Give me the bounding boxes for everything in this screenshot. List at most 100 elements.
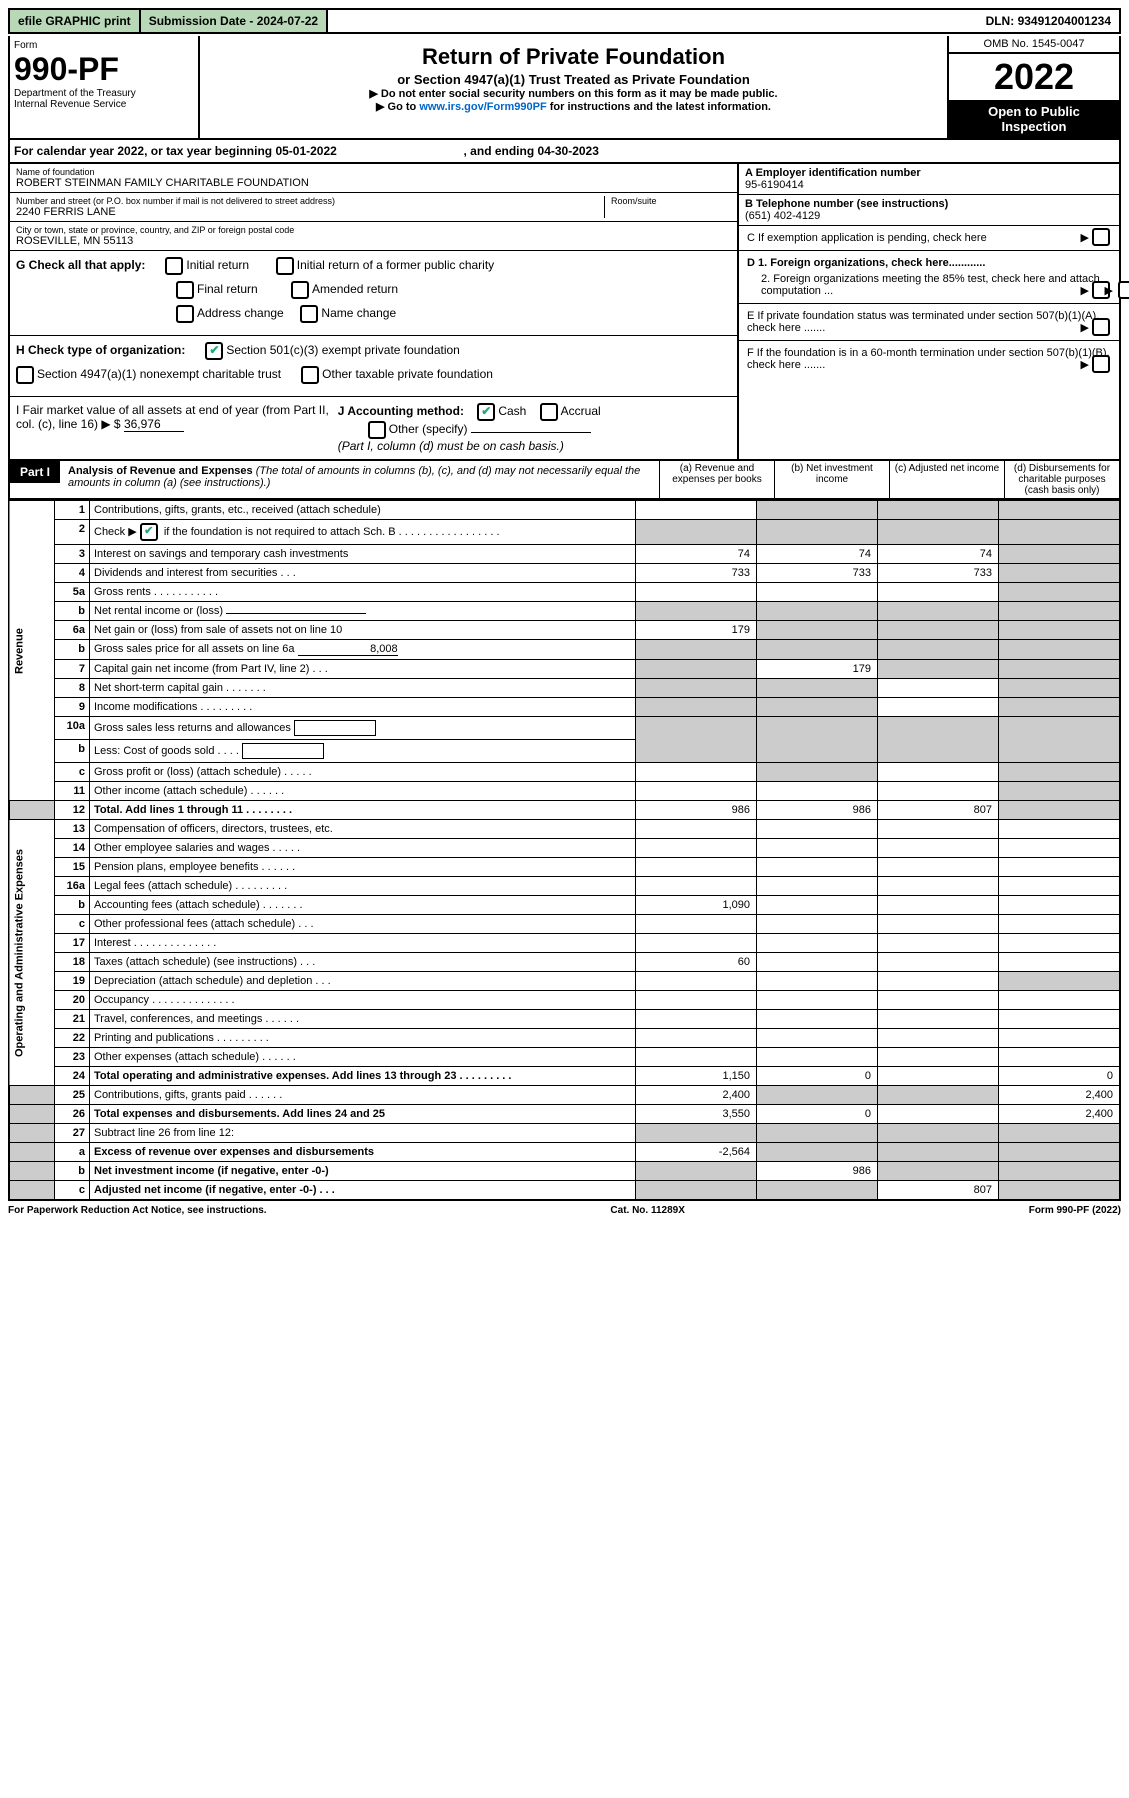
- table-row: 24Total operating and administrative exp…: [9, 1067, 1120, 1086]
- line-desc: Occupancy . . . . . . . . . . . . . .: [90, 991, 636, 1010]
- table-row: 18Taxes (attach schedule) (see instructi…: [9, 953, 1120, 972]
- amt-b: 733: [757, 564, 878, 583]
- gross-sales-value: 8,008: [298, 643, 398, 656]
- line-desc: Compensation of officers, directors, tru…: [90, 820, 636, 839]
- j-note: (Part I, column (d) must be on cash basi…: [338, 439, 564, 453]
- city-value: ROSEVILLE, MN 55113: [16, 235, 731, 247]
- line-num: 7: [55, 660, 90, 679]
- line-desc: Total expenses and disbursements. Add li…: [90, 1105, 636, 1124]
- line-desc: Total. Add lines 1 through 11 . . . . . …: [90, 801, 636, 820]
- c-check[interactable]: [1092, 228, 1110, 246]
- d2-check[interactable]: [1118, 281, 1129, 299]
- j2-label: Accrual: [561, 404, 601, 418]
- g3-label: Final return: [197, 282, 258, 296]
- top-bar: efile GRAPHIC print Submission Date - 20…: [8, 8, 1121, 34]
- phone-value: (651) 402-4129: [745, 210, 1113, 222]
- j1-label: Cash: [498, 404, 526, 418]
- table-row: bNet investment income (if negative, ent…: [9, 1162, 1120, 1181]
- initial-return-check[interactable]: [165, 257, 183, 275]
- table-row: 10aGross sales less returns and allowanc…: [9, 717, 1120, 740]
- part1-table: Revenue 1 Contributions, gifts, grants, …: [8, 500, 1121, 1201]
- dln-value: 93491204001234: [1018, 14, 1111, 28]
- line-num: a: [55, 1143, 90, 1162]
- efile-print-button[interactable]: efile GRAPHIC print: [10, 10, 141, 32]
- tax-year: 2022: [949, 54, 1119, 100]
- line-num: b: [55, 1162, 90, 1181]
- line-num: c: [55, 915, 90, 934]
- table-row: 5aGross rents . . . . . . . . . . .: [9, 583, 1120, 602]
- g1-label: Initial return: [186, 258, 249, 272]
- line-num: 16a: [55, 877, 90, 896]
- irs-label: Internal Revenue Service: [14, 99, 194, 110]
- form-ref: Form 990-PF (2022): [1029, 1205, 1121, 1216]
- line-desc: Total operating and administrative expen…: [90, 1067, 636, 1086]
- subdate-label: Submission Date -: [149, 14, 257, 28]
- 501c3-check[interactable]: [205, 342, 223, 360]
- final-return-check[interactable]: [176, 281, 194, 299]
- h-label: H Check type of organization:: [16, 343, 185, 357]
- line-num: 22: [55, 1029, 90, 1048]
- schb-check[interactable]: [140, 523, 158, 541]
- table-row: bAccounting fees (attach schedule) . . .…: [9, 896, 1120, 915]
- 4947-check[interactable]: [16, 366, 34, 384]
- line-desc: Net gain or (loss) from sale of assets n…: [90, 621, 636, 640]
- line-desc: Gross sales less returns and allowances: [90, 717, 636, 740]
- cash-check[interactable]: [477, 403, 495, 421]
- amt-b: 986: [757, 1162, 878, 1181]
- amt-c: 733: [878, 564, 999, 583]
- table-row: 3 Interest on savings and temporary cash…: [9, 545, 1120, 564]
- line-desc: Other expenses (attach schedule) . . . .…: [90, 1048, 636, 1067]
- amt-b: 986: [757, 801, 878, 820]
- h-checks: H Check type of organization: Section 50…: [10, 336, 737, 397]
- line-num: 9: [55, 698, 90, 717]
- amt-a: 1,150: [636, 1067, 757, 1086]
- table-row: Operating and Administrative Expenses 13…: [9, 820, 1120, 839]
- amt-d: 2,400: [999, 1105, 1121, 1124]
- calendar-year-line: For calendar year 2022, or tax year begi…: [8, 140, 1121, 164]
- g4-label: Amended return: [312, 282, 398, 296]
- other-specify-line: [471, 432, 591, 433]
- accrual-check[interactable]: [540, 403, 558, 421]
- table-row: aExcess of revenue over expenses and dis…: [9, 1143, 1120, 1162]
- amt-a: 179: [636, 621, 757, 640]
- ssn-note: ▶ Do not enter social security numbers o…: [206, 87, 941, 100]
- e-check[interactable]: [1092, 318, 1110, 336]
- line-num: 14: [55, 839, 90, 858]
- f-check[interactable]: [1092, 355, 1110, 373]
- table-row: 9Income modifications . . . . . . . . .: [9, 698, 1120, 717]
- ein-value: 95-6190414: [745, 179, 1113, 191]
- amt-a: 3,550: [636, 1105, 757, 1124]
- amt-c: 807: [878, 801, 999, 820]
- revenue-side-label: Revenue: [9, 501, 55, 801]
- other-taxable-check[interactable]: [301, 366, 319, 384]
- initial-former-check[interactable]: [276, 257, 294, 275]
- name-change-check[interactable]: [300, 305, 318, 323]
- dept-treasury: Department of the Treasury: [14, 88, 194, 99]
- g5-label: Address change: [197, 306, 284, 320]
- amended-return-check[interactable]: [291, 281, 309, 299]
- line-desc: Net investment income (if negative, ente…: [90, 1162, 636, 1181]
- line-desc: Gross profit or (loss) (attach schedule)…: [90, 763, 636, 782]
- f-label: F If the foundation is in a 60-month ter…: [747, 347, 1110, 371]
- amt-a: -2,564: [636, 1143, 757, 1162]
- irs-link[interactable]: www.irs.gov/Form990PF: [419, 101, 546, 113]
- other-method-check[interactable]: [368, 421, 386, 439]
- cat-no: Cat. No. 11289X: [610, 1205, 684, 1216]
- submission-date: Submission Date - 2024-07-22: [141, 10, 328, 32]
- line-num: 19: [55, 972, 90, 991]
- g2-label: Initial return of a former public charit…: [297, 258, 494, 272]
- j-label: J Accounting method:: [338, 404, 464, 418]
- line-num: 17: [55, 934, 90, 953]
- line-num: 25: [55, 1086, 90, 1105]
- goto-note: ▶ Go to www.irs.gov/Form990PF for instru…: [206, 100, 941, 113]
- table-row: cAdjusted net income (if negative, enter…: [9, 1181, 1120, 1201]
- line-num: 3: [55, 545, 90, 564]
- goto-pre: ▶ Go to: [376, 101, 419, 113]
- table-row: 27Subtract line 26 from line 12:: [9, 1124, 1120, 1143]
- ein-label: A Employer identification number: [745, 167, 921, 179]
- city-label: City or town, state or province, country…: [16, 225, 731, 235]
- line-desc: Accounting fees (attach schedule) . . . …: [90, 896, 636, 915]
- open-inspection: Open to PublicInspection: [949, 100, 1119, 138]
- address-change-check[interactable]: [176, 305, 194, 323]
- form-title: Return of Private Foundation: [206, 44, 941, 70]
